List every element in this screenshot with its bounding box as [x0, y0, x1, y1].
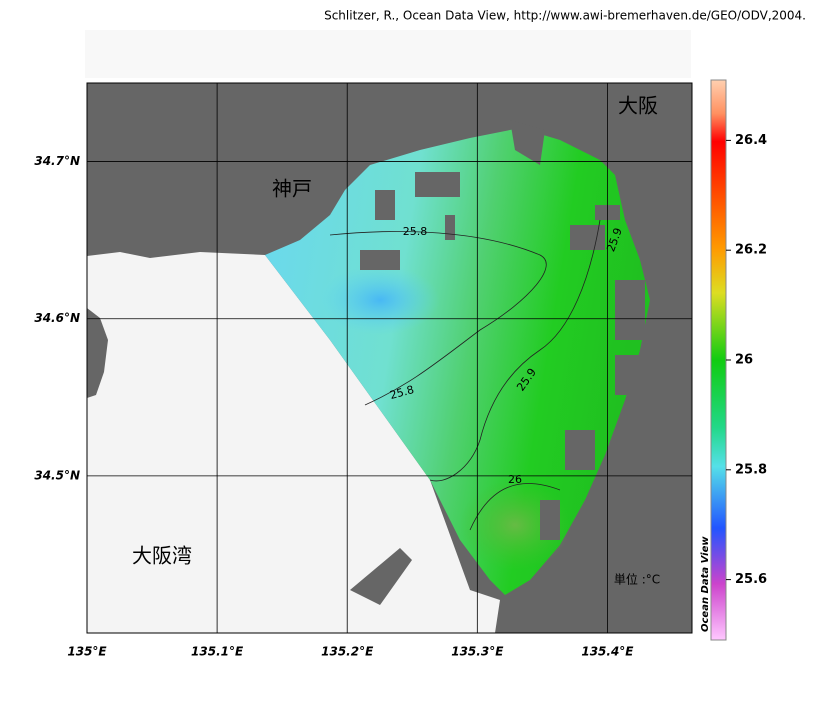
place-name: 神戸 — [272, 177, 312, 201]
colorbar-tick-label: 25.8 — [735, 462, 767, 477]
land — [87, 308, 108, 398]
y-tick-label: 34.7°N — [34, 154, 80, 168]
place-name: 大阪湾 — [132, 544, 192, 568]
grid — [87, 83, 692, 633]
x-tick-label: 135.4°E — [581, 645, 634, 659]
x-tick-label: 135°E — [67, 645, 107, 659]
map-frame — [86, 82, 693, 634]
place-name: 大阪 — [618, 94, 658, 118]
colorbar-title: Ocean Data View — [700, 536, 711, 632]
colorbar-tick-label: 26.4 — [735, 133, 767, 148]
colorbar-tick-label: 26 — [735, 353, 753, 368]
credit: Schlitzer, R., Ocean Data View, http://w… — [324, 9, 806, 23]
islands — [350, 120, 655, 605]
sea-data — [265, 128, 650, 595]
colorbar-tick-label: 25.6 — [735, 572, 767, 587]
header-strip — [85, 30, 691, 78]
y-tick-label: 34.5°N — [34, 468, 80, 482]
map-area — [87, 83, 692, 633]
x-tick-label: 135.1°E — [191, 645, 244, 659]
cool-patch — [320, 265, 440, 335]
labels: 135°E 135.1°E 135.2°E 135.3°E 135.4°E 34.5°N 3… — [34, 94, 767, 659]
contour-label: 25.8 — [388, 383, 415, 402]
x-tick-label: 135.3°E — [451, 645, 504, 659]
contour-label: 25.8 — [403, 225, 428, 238]
contour-label: 26 — [508, 473, 522, 486]
unit-label: 単位 :°C — [614, 572, 660, 587]
y-tick-label: 34.6°N — [34, 311, 80, 325]
colorbar-tick-label: 26.2 — [735, 243, 767, 258]
colorbar — [710, 79, 727, 641]
x-tick-label: 135.2°E — [321, 645, 374, 659]
